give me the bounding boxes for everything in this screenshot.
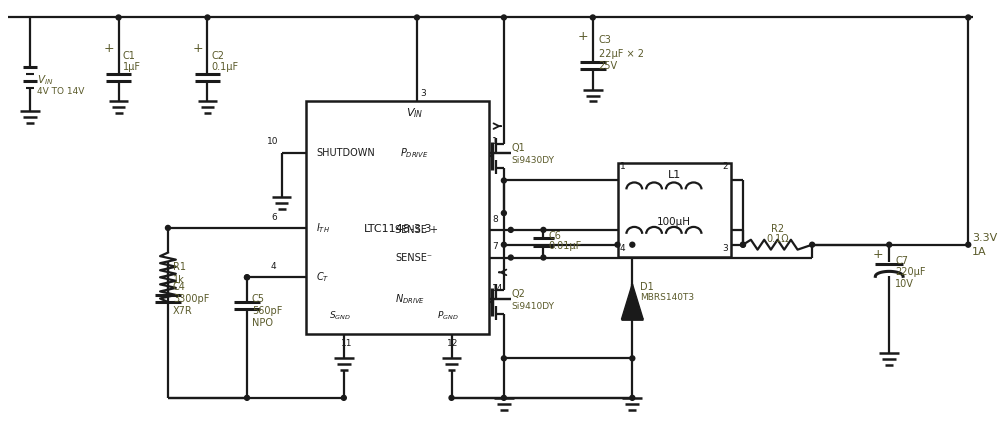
Circle shape [449,396,454,400]
Text: Q1: Q1 [512,143,526,153]
Text: 25V: 25V [599,61,618,71]
Circle shape [630,242,635,247]
Text: 220μF: 220μF [895,268,925,277]
Text: $S_{GND}$: $S_{GND}$ [329,310,351,322]
Text: C5: C5 [251,294,264,304]
Text: 1: 1 [492,137,498,147]
Text: 10: 10 [267,137,278,147]
Text: R1: R1 [173,262,186,272]
Circle shape [541,255,546,260]
Polygon shape [622,284,643,319]
Circle shape [966,15,971,20]
Circle shape [501,396,506,400]
Text: 3: 3 [723,244,728,253]
Text: Si9410DY: Si9410DY [512,302,555,312]
Text: 11: 11 [341,339,352,348]
Text: SENSE +: SENSE + [395,225,438,235]
Text: 4: 4 [620,244,625,253]
Text: +: + [873,248,883,261]
Text: C3: C3 [599,35,612,45]
Text: C1: C1 [123,51,136,61]
Text: 560pF: 560pF [251,306,282,316]
Text: D1: D1 [641,282,654,292]
Text: C2: C2 [212,51,225,61]
Text: $V_{IN}$: $V_{IN}$ [37,73,53,87]
Circle shape [966,242,971,247]
Circle shape [501,356,506,361]
Text: Si9430DY: Si9430DY [512,156,555,165]
Circle shape [414,15,419,20]
Circle shape [245,275,250,280]
Circle shape [501,211,506,216]
Circle shape [166,225,171,231]
Circle shape [630,356,635,361]
Text: $C_T$: $C_T$ [316,271,329,284]
Bar [306,102,489,334]
Text: 14: 14 [492,284,503,293]
Text: 0.1μF: 0.1μF [212,62,239,72]
Text: +: + [193,42,203,55]
Text: C4: C4 [173,282,186,292]
Text: 4: 4 [271,262,276,271]
Text: +: + [578,30,588,43]
Text: L1: L1 [668,169,681,180]
Text: C6: C6 [548,231,561,241]
Text: 1k: 1k [173,275,185,285]
Text: 0.01μF: 0.01μF [548,241,582,251]
Text: 12: 12 [446,339,458,348]
Text: R2: R2 [771,224,784,234]
Text: LTC1148-3.3: LTC1148-3.3 [363,224,432,234]
Circle shape [630,396,635,400]
Circle shape [508,227,513,232]
Text: 7: 7 [492,242,498,251]
Circle shape [205,15,210,20]
Text: $N_{DRIVE}$: $N_{DRIVE}$ [395,292,425,306]
Circle shape [341,396,346,400]
Text: 3300pF: 3300pF [173,294,210,304]
Text: $P_{DRIVE}$: $P_{DRIVE}$ [400,146,429,160]
Text: 0.1Ω: 0.1Ω [766,234,788,244]
Text: X7R: X7R [173,306,193,316]
Text: C7: C7 [895,256,908,265]
Circle shape [501,242,506,247]
Text: NPO: NPO [251,318,272,328]
Circle shape [615,242,620,247]
Text: 22μF × 2: 22μF × 2 [599,49,644,59]
Text: 1A: 1A [972,246,987,257]
Text: 3: 3 [420,89,426,98]
Circle shape [245,275,250,280]
Text: SHUTDOWN: SHUTDOWN [316,148,375,158]
Circle shape [541,227,546,232]
Text: Q2: Q2 [512,289,526,299]
Circle shape [116,15,121,20]
Text: $P_{GND}$: $P_{GND}$ [437,310,458,322]
Text: 1μF: 1μF [123,62,141,72]
Text: +: + [104,42,114,55]
Text: MBRS140T3: MBRS140T3 [641,293,695,302]
Bar [618,163,732,257]
Text: 2: 2 [723,162,728,171]
Circle shape [508,255,513,260]
Circle shape [591,15,595,20]
Circle shape [501,15,506,20]
Circle shape [741,242,746,247]
Circle shape [887,242,891,247]
Text: $V_{IN}$: $V_{IN}$ [406,106,424,120]
Circle shape [741,242,746,247]
Text: 8: 8 [492,215,498,224]
Text: 100μH: 100μH [658,217,692,227]
Text: 1: 1 [620,162,625,171]
Circle shape [245,396,250,400]
Text: 6: 6 [270,213,276,221]
Circle shape [501,178,506,183]
Text: 4V TO 14V: 4V TO 14V [37,87,84,96]
Text: SENSE⁻: SENSE⁻ [395,253,432,263]
Text: $I_{TH}$: $I_{TH}$ [316,221,330,235]
Text: 3.3V: 3.3V [972,233,997,243]
Circle shape [809,242,814,247]
Text: 10V: 10V [895,279,914,289]
